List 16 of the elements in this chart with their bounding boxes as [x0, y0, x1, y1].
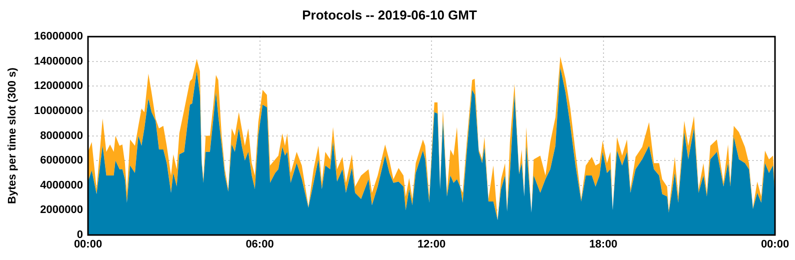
chart-title: Protocols -- 2019-06-10 GMT [302, 7, 477, 22]
y-tick-label: 14000000 [34, 55, 83, 68]
y-tick-label: 8000000 [40, 130, 83, 142]
x-tick-label: 00:00 [74, 238, 102, 251]
x-tick-label: 12:00 [417, 238, 446, 251]
y-tick-label: 10000000 [34, 105, 83, 118]
y-tick-label: 6000000 [40, 154, 83, 167]
y-axis-title: Bytes per time slot (300 s) [6, 67, 19, 204]
x-tick-label: 06:00 [246, 238, 274, 251]
y-tick-label: 0 [76, 229, 83, 242]
y-tick-label: 12000000 [34, 80, 83, 92]
x-tick-label: 00:00 [760, 238, 790, 251]
y-tick-label: 16000000 [34, 30, 83, 43]
y-tick-label: 2000000 [40, 204, 83, 216]
x-tick-label: 18:00 [589, 238, 618, 251]
y-tick-label: 4000000 [40, 179, 83, 192]
